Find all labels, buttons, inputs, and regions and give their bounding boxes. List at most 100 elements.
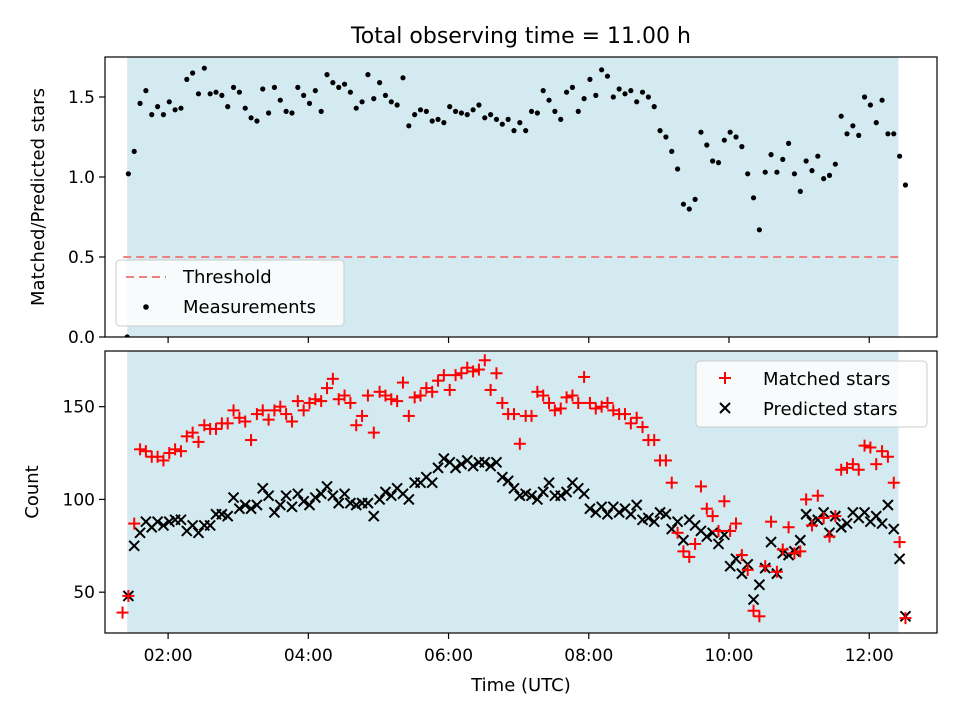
measurement-point — [452, 108, 459, 114]
bottom-legend: Matched stars Predicted stars — [695, 360, 928, 428]
matched-point — [887, 476, 900, 489]
measurement-point — [686, 206, 692, 212]
matched-point — [548, 404, 561, 417]
predicted-point — [385, 490, 397, 502]
matched-point — [256, 404, 269, 417]
predicted-point — [128, 540, 140, 552]
matched-point — [870, 458, 883, 471]
matched-point — [560, 391, 573, 404]
measurement-point — [891, 131, 897, 137]
measurement-point — [295, 84, 301, 90]
chart-title: Total observing time = 11.00 h — [350, 24, 691, 49]
predicted-point — [876, 517, 888, 530]
predicted-point — [648, 515, 660, 528]
measurement-point — [225, 104, 231, 110]
measurement-point — [680, 201, 687, 207]
legend-measurements-swatch — [143, 304, 149, 310]
measurement-point — [774, 169, 780, 175]
measurement-point — [172, 107, 178, 113]
matched-point — [309, 393, 322, 406]
matched-point — [134, 443, 147, 456]
matched-point — [858, 439, 871, 452]
measurement-point — [803, 158, 809, 164]
y-tick-label: 100 — [63, 490, 95, 510]
matched-point — [414, 389, 427, 402]
matched-point — [572, 396, 585, 409]
matched-point — [239, 415, 252, 428]
predicted-point — [315, 488, 327, 500]
measurement-point — [341, 81, 348, 87]
predicted-point — [484, 460, 497, 472]
y-tick-label: 0.5 — [68, 248, 95, 268]
matched-point — [210, 422, 223, 435]
legend-matched-swatch — [719, 372, 731, 384]
matched-point — [805, 519, 818, 532]
predicted-point — [274, 499, 286, 511]
matched-point — [344, 396, 357, 409]
predicted-point — [835, 521, 847, 533]
predicted-point — [800, 508, 812, 520]
measurement-point — [505, 116, 511, 122]
predicted-point — [893, 553, 906, 565]
matched-point — [712, 524, 725, 537]
predicted-point — [309, 491, 322, 504]
predicted-point — [560, 486, 573, 498]
predicted-point — [233, 502, 246, 515]
measurement-point — [815, 153, 821, 159]
matched-point — [274, 400, 287, 413]
measurement-point — [581, 96, 587, 102]
predicted-point — [496, 471, 509, 483]
matched-point — [554, 402, 567, 415]
measurement-point — [353, 105, 359, 111]
measurement-point — [149, 112, 155, 118]
measurement-point — [417, 107, 424, 113]
matched-point — [122, 589, 135, 602]
measurement-point — [125, 171, 131, 177]
matched-point — [350, 419, 363, 432]
matched-point — [321, 382, 334, 395]
measurement-point — [236, 89, 242, 95]
predicted-point — [578, 488, 590, 500]
x-tick-label: 02:00 — [144, 646, 193, 666]
matched-point — [315, 395, 328, 408]
legend-predicted-label: Predicted stars — [763, 399, 897, 420]
measurement-point — [850, 123, 856, 129]
matched-point — [432, 374, 445, 387]
predicted-point — [262, 490, 275, 502]
bottom-y-axis-label: Count — [22, 465, 43, 518]
predicted-point — [467, 460, 479, 472]
legend-predicted-swatch — [719, 402, 731, 414]
measurement-points — [124, 65, 909, 337]
matched-point — [899, 612, 912, 625]
measurement-point — [692, 196, 698, 202]
measurement-point — [242, 105, 248, 111]
measurement-point — [394, 102, 400, 108]
x-tick-label: 06:00 — [424, 646, 473, 666]
measurement-point — [756, 227, 762, 233]
measurement-point — [137, 100, 143, 106]
predicted-point — [426, 477, 438, 489]
measurement-point — [599, 67, 605, 73]
matched-point — [835, 463, 848, 476]
predicted-point — [455, 458, 468, 470]
matched-point — [227, 404, 240, 417]
measurement-point — [265, 110, 272, 116]
measurement-point — [587, 76, 593, 82]
predicted-point — [157, 519, 170, 532]
matched-point — [513, 437, 526, 450]
measurement-point — [429, 118, 435, 124]
predicted-point — [221, 510, 234, 522]
measurement-point — [312, 88, 318, 94]
matched-point — [753, 610, 766, 623]
matched-point — [192, 435, 205, 448]
matched-point — [794, 545, 807, 558]
legend-measurements-label: Measurements — [183, 297, 316, 318]
measurement-point — [511, 128, 517, 134]
predicted-point — [449, 462, 462, 474]
measurement-point — [423, 108, 429, 114]
matched-point — [174, 445, 187, 458]
predicted-point — [438, 452, 450, 465]
matched-point — [297, 404, 310, 417]
predicted-point — [595, 501, 608, 513]
